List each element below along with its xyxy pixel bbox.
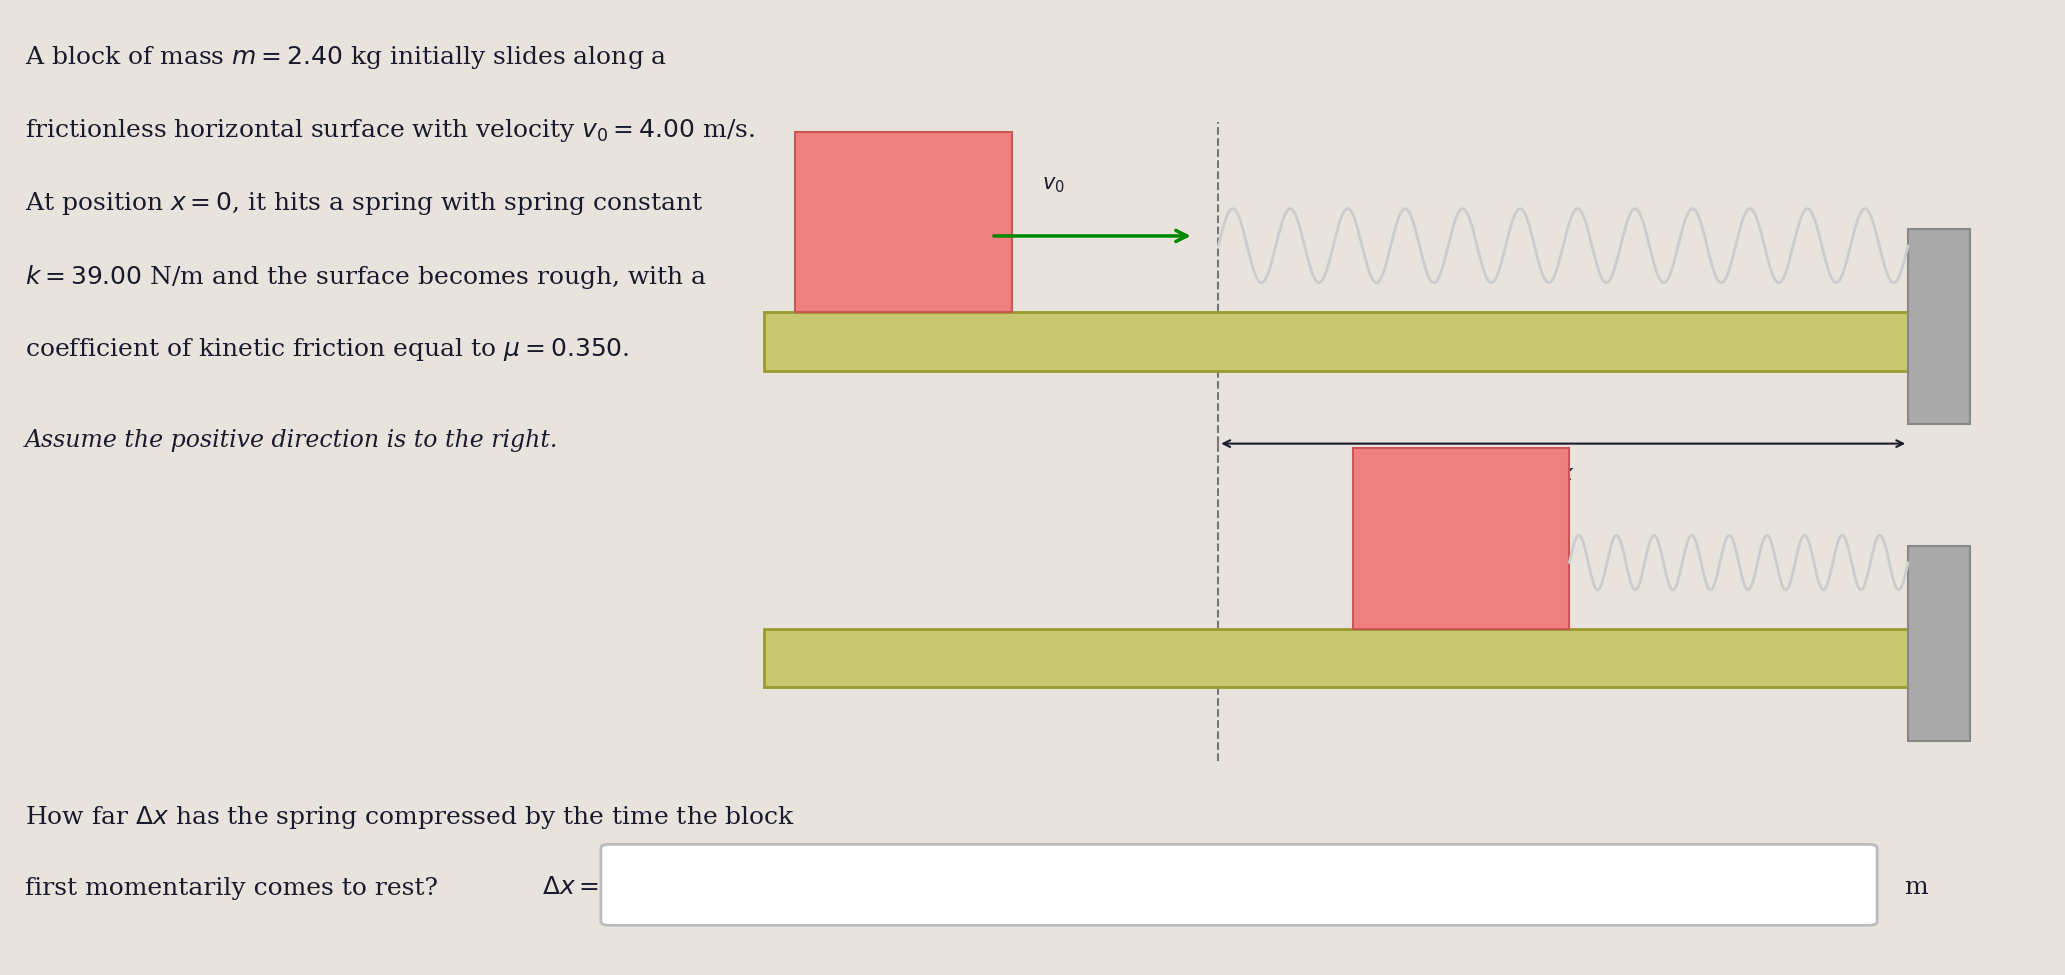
Text: $k = 39.00$ N/m and the surface becomes rough, with a: $k = 39.00$ N/m and the surface becomes …	[25, 263, 706, 292]
Text: first momentarily comes to rest?: first momentarily comes to rest?	[25, 878, 438, 901]
Bar	[764, 629, 1920, 687]
Text: How far $\Delta x$ has the spring compressed by the time the block: How far $\Delta x$ has the spring compre…	[25, 804, 795, 832]
Bar	[795, 132, 1012, 312]
Text: $\Delta x =$: $\Delta x =$	[541, 876, 599, 899]
Text: coefficient of kinetic friction equal to $\mu = 0.350$.: coefficient of kinetic friction equal to…	[25, 336, 630, 364]
FancyBboxPatch shape	[601, 844, 1877, 925]
Bar	[1353, 448, 1569, 629]
Text: frictionless horizontal surface with velocity $v_0 = 4.00$ m/s.: frictionless horizontal surface with vel…	[25, 117, 754, 144]
Text: $v_0$: $v_0$	[1041, 176, 1066, 195]
Text: $\Delta x$: $\Delta x$	[1545, 463, 1574, 486]
Bar	[764, 312, 1920, 370]
Bar	[1908, 546, 1970, 741]
Bar	[1908, 229, 1970, 424]
Text: A block of mass $m = 2.40$ kg initially slides along a: A block of mass $m = 2.40$ kg initially …	[25, 44, 667, 71]
Text: m: m	[1904, 876, 1927, 899]
Text: At position $x = 0$, it hits a spring with spring constant: At position $x = 0$, it hits a spring wi…	[25, 190, 702, 217]
Text: Assume the positive direction is to the right.: Assume the positive direction is to the …	[25, 429, 558, 452]
